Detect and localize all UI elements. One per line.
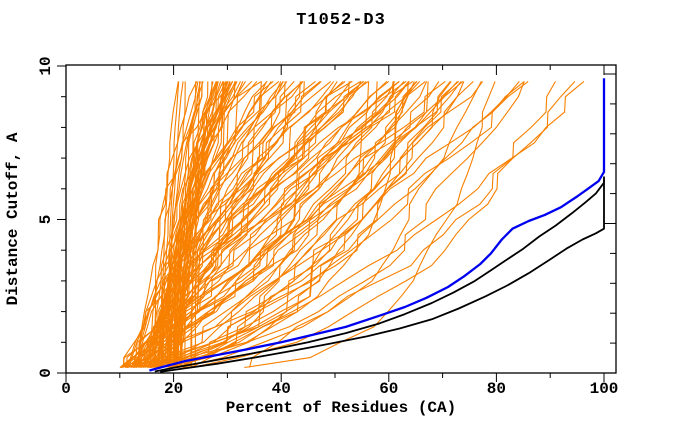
ensemble-curves bbox=[119, 80, 585, 369]
y-tick-label: 10 bbox=[37, 56, 55, 75]
model-curve bbox=[138, 81, 234, 368]
x-tick-label: 80 bbox=[487, 380, 506, 398]
axis-ticks bbox=[57, 65, 616, 382]
x-tick-label: 60 bbox=[379, 380, 398, 398]
model-curve bbox=[156, 81, 234, 368]
x-tick-label: 0 bbox=[61, 380, 71, 398]
x-tick-label: 100 bbox=[590, 380, 619, 398]
model-curve bbox=[248, 81, 482, 368]
model-curve bbox=[148, 81, 272, 368]
model-curve bbox=[170, 81, 209, 368]
model-curve bbox=[127, 81, 520, 369]
highlight-blue-model bbox=[149, 78, 606, 372]
model-curve bbox=[244, 81, 496, 369]
model-curve bbox=[139, 80, 388, 368]
model-curve bbox=[120, 81, 525, 369]
model-curve bbox=[150, 81, 396, 369]
model-curve bbox=[169, 80, 525, 369]
model-curve bbox=[147, 81, 418, 369]
model-curve bbox=[162, 81, 225, 368]
x-tick-label: 40 bbox=[272, 380, 291, 398]
y-axis-label: Distance Cutoff, A bbox=[4, 132, 22, 305]
model-curve bbox=[171, 81, 451, 368]
model-curve bbox=[126, 81, 410, 368]
model-curve bbox=[142, 81, 338, 368]
model-curve bbox=[148, 81, 409, 369]
highlight-black-lower bbox=[159, 179, 605, 373]
model-curve bbox=[135, 80, 365, 368]
model-curve bbox=[191, 81, 576, 369]
model-curve bbox=[137, 81, 258, 368]
x-tick-label: 20 bbox=[164, 380, 183, 398]
axis-tick-labels: 0 20 40 60 80 100 0 5 10 bbox=[37, 56, 618, 398]
x-axis-label: Percent of Residues (CA) bbox=[226, 399, 456, 417]
model-curve bbox=[132, 81, 415, 369]
model-curve bbox=[142, 81, 378, 368]
chart-title: T1052-D3 bbox=[296, 11, 386, 30]
model-curve bbox=[130, 80, 369, 368]
model-curve bbox=[147, 80, 446, 368]
model-curve bbox=[150, 81, 429, 369]
model-curve bbox=[194, 81, 201, 368]
model-curve bbox=[149, 80, 464, 368]
y-tick-label: 5 bbox=[37, 215, 55, 225]
model-curve bbox=[191, 81, 452, 368]
model-curve bbox=[152, 81, 231, 368]
model-curve bbox=[140, 80, 346, 368]
model-curve bbox=[122, 80, 400, 368]
model-curve bbox=[167, 81, 405, 368]
model-curve bbox=[124, 81, 428, 369]
highlight-black-upper bbox=[154, 176, 605, 373]
model-curve bbox=[137, 81, 362, 368]
model-curve bbox=[158, 81, 417, 369]
highlight-curves bbox=[149, 78, 606, 373]
model-curve bbox=[169, 81, 184, 368]
model-curve bbox=[151, 80, 529, 368]
model-curve bbox=[150, 81, 203, 368]
model-curve bbox=[128, 80, 262, 368]
model-curve bbox=[152, 81, 484, 369]
y-tick-label: 0 bbox=[37, 368, 55, 378]
model-curve bbox=[182, 81, 556, 369]
model-curve bbox=[134, 81, 370, 368]
